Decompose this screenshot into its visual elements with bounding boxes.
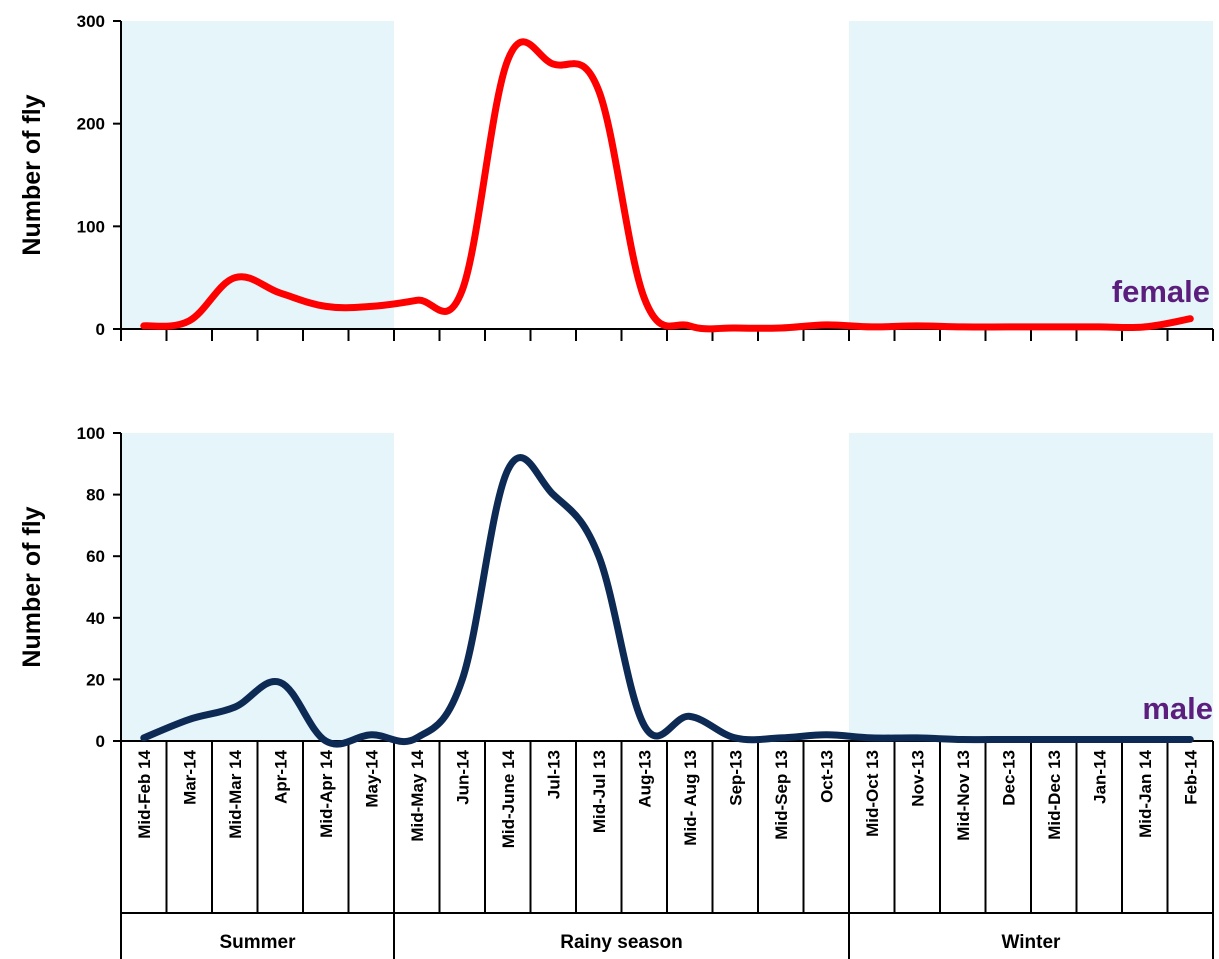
x-tick-label: Jun-14: [453, 749, 472, 804]
series-line-male: [140, 454, 1194, 748]
y-tick-label: 100: [77, 424, 105, 443]
y-tick-label: 60: [86, 547, 105, 566]
x-tick-label: Mid-Nov 13: [954, 750, 973, 841]
x-tick-label: Mid-Mar 14: [226, 749, 245, 838]
x-tick-label: Jul-13: [544, 750, 563, 799]
season-band-summer: [121, 433, 394, 741]
season-label: Rainy season: [560, 932, 683, 953]
season-band-winter: [849, 433, 1213, 741]
y-tick-label: 100: [77, 217, 105, 236]
y-tick-label: 0: [96, 732, 105, 751]
y-tick-label: 20: [86, 670, 105, 689]
x-tick-label: Aug-13: [635, 750, 654, 808]
x-tick-label: Apr-14: [271, 749, 290, 803]
x-tick-label: Mar-14: [180, 749, 199, 804]
x-tick-label: Mid-Apr 14: [317, 749, 336, 837]
series-label-female: female: [1112, 274, 1210, 309]
x-tick-label: Mid-May 14: [408, 749, 427, 841]
y-tick-label: 200: [77, 115, 105, 134]
series-label-male: male: [1142, 691, 1213, 726]
x-tick-label: Oct-13: [817, 750, 836, 803]
x-tick-label: Mid-Jan 14: [1136, 749, 1155, 837]
y-tick-label: 80: [86, 486, 105, 505]
text-labels: 0 100 200 300 Number of fly female 0 20 40 60 80 10…: [18, 12, 1213, 953]
x-tick-label: Mid- Aug 13: [681, 750, 700, 846]
y-tick-label: 0: [96, 320, 105, 339]
x-tick-label: Mid-Jul 13: [590, 750, 609, 833]
x-tick-label: Mid-Sep 13: [772, 750, 791, 840]
season-band-summer: [121, 21, 394, 329]
y-axis-title: Number of fly: [18, 506, 46, 667]
season-label: Winter: [1002, 932, 1062, 953]
x-tick-label: Sep-13: [726, 750, 745, 806]
y-tick-label: 300: [77, 12, 105, 31]
axes: [113, 20, 1214, 959]
season-band-winter: [849, 21, 1213, 329]
x-tick-label: Nov-13: [908, 750, 927, 807]
season-bands: [121, 21, 1213, 741]
series-lines: [140, 38, 1194, 748]
x-tick-label: Mid-Dec 13: [1045, 750, 1064, 840]
x-tick-label: Feb-14: [1181, 749, 1200, 804]
y-tick-label: 40: [86, 609, 105, 628]
x-tick-label: Jan-14: [1090, 749, 1109, 803]
y-axis-title: Number of fly: [18, 94, 46, 255]
x-tick-label: May-14: [362, 749, 381, 807]
x-tick-label: Mid-Oct 13: [863, 750, 882, 837]
season-label: Summer: [219, 932, 296, 953]
series-line-female: [140, 38, 1194, 333]
x-tick-label: Mid-June 14: [499, 749, 518, 848]
x-tick-label: Dec-13: [999, 750, 1018, 806]
x-tick-label: Mid-Feb 14: [135, 749, 154, 838]
